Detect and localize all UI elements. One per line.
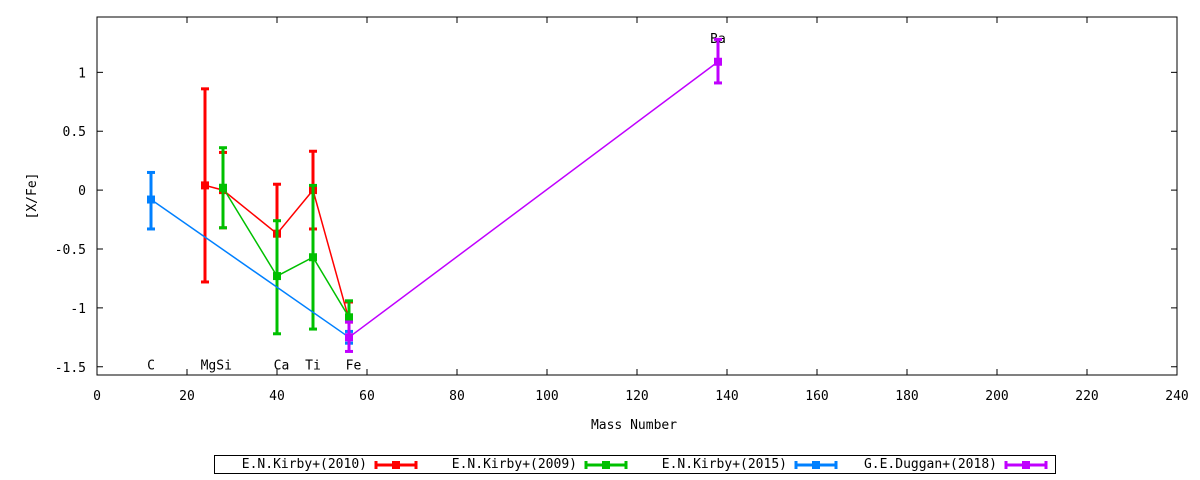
element-label: Fe xyxy=(346,358,362,373)
x-tick-label: 200 xyxy=(985,389,1008,404)
x-tick-label: 20 xyxy=(179,389,195,404)
legend-item: E.N.Kirby+(2015) xyxy=(635,456,845,473)
legend-swatch-marker xyxy=(392,461,400,469)
x-tick-label: 240 xyxy=(1165,389,1188,404)
x-tick-label: 80 xyxy=(449,389,465,404)
data-point xyxy=(714,57,722,66)
plot-area-frame xyxy=(96,16,1178,376)
legend: E.N.Kirby+(2010) E.N.Kirby+(2009) E.N.Kirb… xyxy=(214,455,1056,474)
series-1 xyxy=(219,146,353,337)
legend-swatch-marker xyxy=(812,461,820,469)
series-group xyxy=(147,37,722,353)
data-point xyxy=(309,253,317,262)
x-tick-label: 100 xyxy=(535,389,558,404)
y-axis-label: [X/Fe] xyxy=(25,173,40,220)
series-line xyxy=(150,198,350,338)
series-2 xyxy=(147,170,353,345)
legend-swatch xyxy=(1004,461,1048,469)
legend-item: E.N.Kirby+(2009) xyxy=(425,456,635,473)
x-tick-label: 180 xyxy=(895,389,918,404)
series-line xyxy=(348,61,719,338)
x-tick-label: 160 xyxy=(805,389,828,404)
element-labels: CMgSiCaTiFeBa xyxy=(147,32,726,373)
x-axis-label: Mass Number xyxy=(591,418,677,433)
y-tick-label: 0 xyxy=(78,184,86,199)
x-tick-label: 140 xyxy=(715,389,738,404)
x-tick-label: 40 xyxy=(269,389,285,404)
legend-swatch xyxy=(374,461,418,469)
legend-swatch-marker xyxy=(1022,461,1030,469)
data-point xyxy=(201,181,209,190)
data-point xyxy=(345,313,353,322)
element-label: Ca xyxy=(274,358,290,373)
legend-swatch xyxy=(584,461,628,469)
legend-swatch xyxy=(794,461,838,469)
y-tick-label: -1.5 xyxy=(55,361,86,376)
axes: 0 20 40 60 80 100 120 140 160 180 200 220 240 -1.5 -1 -… xyxy=(55,17,1189,404)
y-tick-label: -0.5 xyxy=(55,243,86,258)
data-point xyxy=(219,183,227,192)
series-line xyxy=(222,187,350,318)
x-tick-label: 60 xyxy=(359,389,375,404)
legend-swatch-marker xyxy=(602,461,610,469)
element-label: C xyxy=(147,358,155,373)
legend-item: G.E.Duggan+(2018) xyxy=(845,456,1055,473)
legend-label: E.N.Kirby+(2009) xyxy=(451,457,577,472)
series-3 xyxy=(345,37,722,353)
element-label: MgSi xyxy=(201,358,232,373)
x-tick-label: 120 xyxy=(625,389,648,404)
legend-label: G.E.Duggan+(2018) xyxy=(863,457,997,472)
legend-label: E.N.Kirby+(2010) xyxy=(241,457,367,472)
y-tick-label: 1 xyxy=(78,66,86,81)
legend-item: E.N.Kirby+(2010) xyxy=(215,456,425,473)
data-point xyxy=(273,272,281,281)
y-tick-label: 0.5 xyxy=(63,125,86,140)
legend-label: E.N.Kirby+(2015) xyxy=(661,457,787,472)
data-point xyxy=(147,195,155,204)
data-point xyxy=(345,333,353,342)
x-tick-label: 0 xyxy=(93,389,101,404)
x-tick-label: 220 xyxy=(1075,389,1098,404)
element-label: Ti xyxy=(305,358,321,373)
y-tick-label: -1 xyxy=(70,302,86,317)
